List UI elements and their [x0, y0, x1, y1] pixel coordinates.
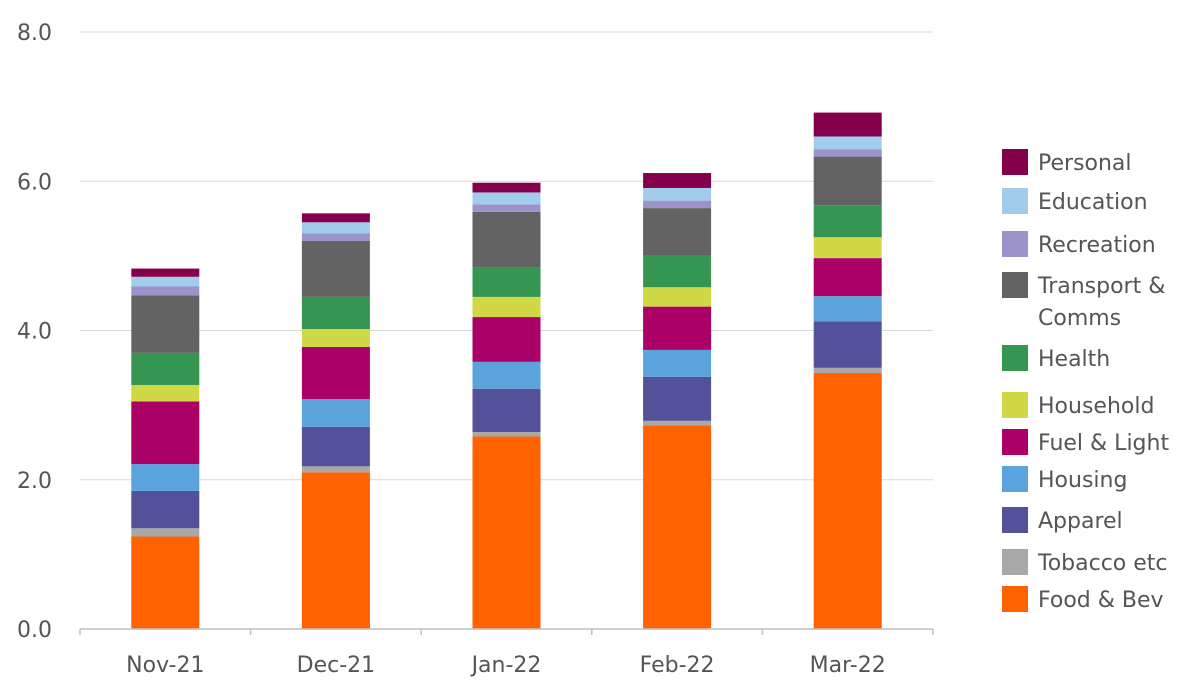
- bar-segment-food-bev: [813, 373, 882, 629]
- legend-swatch: [1002, 149, 1028, 175]
- legend-label: Apparel: [1038, 509, 1123, 534]
- y-tick-label: 4.0: [17, 320, 52, 345]
- legend-label: Health: [1038, 347, 1110, 372]
- bar-segment-apparel: [472, 388, 541, 432]
- legend-label: Housing: [1038, 468, 1127, 493]
- y-tick-label: 6.0: [17, 170, 52, 195]
- bar-segment-food-bev: [643, 425, 712, 629]
- x-tick-label: Mar-22: [810, 653, 886, 678]
- bar-segment-apparel: [643, 376, 712, 421]
- bar-segment-household: [643, 287, 712, 307]
- bar-segment-fuel-light: [472, 317, 541, 362]
- bar-segment-education: [301, 222, 370, 234]
- legend-swatch: [1002, 231, 1028, 257]
- bar-segment-personal: [131, 268, 200, 277]
- x-tick-label: Dec-21: [297, 653, 376, 678]
- bar-segment-fuel-light: [813, 258, 882, 297]
- legend-swatch: [1002, 188, 1028, 214]
- legend-swatch: [1002, 507, 1028, 533]
- bar-segment-personal: [301, 213, 370, 223]
- legend-label: Transport & Comms: [1037, 274, 1165, 331]
- legend-swatch: [1002, 429, 1028, 455]
- bar-segment-transport-comms: [301, 240, 370, 297]
- bar-segment-household: [131, 384, 200, 402]
- bar-segment-tobacco-etc: [813, 367, 882, 374]
- bar-segment-household: [813, 237, 882, 259]
- bar-segment-tobacco-etc: [131, 528, 200, 537]
- bar-segment-housing: [643, 349, 712, 377]
- x-tick-label: Feb-22: [640, 653, 715, 678]
- bar-segment-transport-comms: [813, 156, 882, 206]
- legend-label: Tobacco etc: [1037, 551, 1168, 576]
- legend-swatch: [1002, 345, 1028, 371]
- bar-segment-housing: [813, 296, 882, 322]
- bar-segment-transport-comms: [643, 208, 712, 256]
- legend-label: Household: [1038, 394, 1154, 419]
- bar-segment-housing: [131, 464, 200, 491]
- y-tick-label: 0.0: [17, 618, 52, 643]
- bar-stacks: [131, 112, 882, 629]
- bar-segment-recreation: [472, 204, 541, 212]
- legend-label: Food & Bev: [1038, 588, 1164, 613]
- legend-label: Recreation: [1038, 233, 1156, 258]
- legend: Personal Education Recreation Transport & Co…: [1002, 149, 1169, 613]
- bar-segment-fuel-light: [131, 401, 200, 465]
- bar-segment-food-bev: [131, 536, 200, 629]
- bar-segment-tobacco-etc: [643, 420, 712, 426]
- bar-segment-education: [131, 276, 200, 287]
- bar-segment-food-bev: [301, 472, 370, 629]
- y-axis-tick-labels: 0.0 2.0 4.0 6.0 8.0: [17, 21, 52, 643]
- legend-swatch: [1002, 272, 1028, 298]
- bar-segment-fuel-light: [643, 306, 712, 350]
- x-tick-label: Nov-21: [126, 653, 204, 678]
- y-tick-label: 8.0: [17, 21, 52, 46]
- bar-segment-apparel: [131, 490, 200, 529]
- bar-segment-tobacco-etc: [301, 466, 370, 473]
- x-tick-label: Jan-22: [470, 653, 542, 678]
- bar-segment-education: [813, 136, 882, 150]
- bar-segment-recreation: [301, 233, 370, 241]
- bar-segment-food-bev: [472, 436, 541, 629]
- legend-swatch: [1002, 466, 1028, 492]
- bar-segment-personal: [813, 112, 882, 137]
- bar-segment-transport-comms: [472, 211, 541, 268]
- bar-segment-health: [472, 267, 541, 297]
- bar-segment-health: [643, 255, 712, 288]
- y-tick-label: 2.0: [17, 469, 52, 494]
- bar-segment-health: [131, 352, 200, 385]
- legend-label: Education: [1038, 190, 1148, 215]
- bar-segment-personal: [472, 182, 541, 193]
- bar-segment-recreation: [643, 200, 712, 209]
- bar-segment-tobacco-etc: [472, 431, 541, 437]
- legend-label: Personal: [1038, 151, 1132, 176]
- bar-segment-education: [643, 187, 712, 201]
- legend-swatch: [1002, 586, 1028, 612]
- bar-segment-household: [301, 329, 370, 347]
- x-axis: [79, 628, 934, 635]
- bar-segment-recreation: [131, 286, 200, 296]
- bar-segment-housing: [301, 399, 370, 427]
- bar-segment-education: [472, 192, 541, 205]
- legend-swatch: [1002, 549, 1028, 575]
- bar-segment-transport-comms: [131, 295, 200, 353]
- bar-segment-health: [813, 205, 882, 238]
- x-axis-tick-labels: Nov-21 Dec-21 Jan-22 Feb-22 Mar-22: [126, 653, 886, 678]
- legend-swatch: [1002, 392, 1028, 418]
- legend-label: Fuel & Light: [1038, 431, 1169, 456]
- bar-segment-personal: [643, 173, 712, 188]
- bar-segment-fuel-light: [301, 346, 370, 400]
- bar-segment-apparel: [813, 321, 882, 368]
- bar-segment-housing: [472, 361, 541, 389]
- bar-segment-apparel: [301, 426, 370, 467]
- bar-segment-household: [472, 296, 541, 318]
- bar-segment-health: [301, 296, 370, 330]
- bar-segment-recreation: [813, 149, 882, 157]
